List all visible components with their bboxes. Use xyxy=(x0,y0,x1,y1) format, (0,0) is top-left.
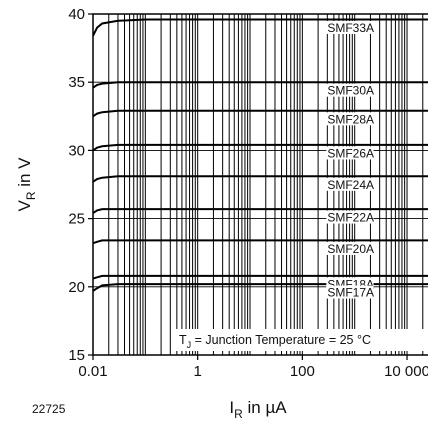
series-label-smf30a: SMF30A xyxy=(327,84,374,98)
annotation-background xyxy=(174,329,428,351)
series-label-background xyxy=(326,210,374,224)
annotation-sub: J xyxy=(187,340,192,350)
grid xyxy=(92,14,428,355)
series-label-smf20a: SMF20A xyxy=(327,242,374,256)
series-curve-smf30a xyxy=(92,81,428,89)
annotation-main: T xyxy=(179,333,187,347)
series-curve-smf24a xyxy=(92,175,428,183)
y-axis-label: VR in V xyxy=(15,157,38,212)
x-tick-label: 0.01 xyxy=(78,363,107,380)
series-curve-smf20a xyxy=(92,239,428,245)
temperature-annotation: TJ = Junction Temperature = 25 °C xyxy=(179,333,371,350)
x-tick-label: 10 000 xyxy=(384,363,428,380)
y-axis-label-rest: in V xyxy=(15,157,34,192)
series-label-smf24a: SMF24A xyxy=(327,178,374,192)
y-axis-label-main: V xyxy=(15,200,34,212)
plot-frame xyxy=(92,13,428,356)
x-axis-label-sub: R xyxy=(234,407,243,421)
series-label-background xyxy=(326,83,374,97)
series-label-background xyxy=(326,146,374,160)
x-tick-label: 1 xyxy=(194,363,202,380)
x-axis-label: IR in µA xyxy=(229,398,287,421)
series-label-smf17a: SMF17A xyxy=(327,286,374,300)
axis-ticks xyxy=(88,13,408,360)
series-curves xyxy=(92,18,428,292)
tick-labels: 0.01 1 100 10 000 15 20 25 30 35 40 xyxy=(68,6,428,380)
series-curve-smf33a xyxy=(92,18,428,37)
series-curve-smf17a xyxy=(92,283,428,292)
series-label-smf26a: SMF26A xyxy=(327,146,374,160)
series-label-smf28a: SMF28A xyxy=(327,112,374,126)
y-tick-label: 30 xyxy=(68,142,85,159)
y-tick-label: 35 xyxy=(68,74,85,91)
figure-id: 22725 xyxy=(32,402,66,416)
series-label-background xyxy=(326,112,374,126)
series-label-background xyxy=(326,241,374,255)
series-labels: SMF33A SMF30A SMF28A SMF26A SMF24A SMF22A SMF2… xyxy=(326,20,374,300)
x-axis-label-rest: in µA xyxy=(243,398,287,417)
series-curve-smf18a xyxy=(92,274,428,280)
series-curve-smf22a xyxy=(92,208,428,214)
series-label-background xyxy=(326,285,374,299)
series-label-smf22a: SMF22A xyxy=(327,211,374,225)
x-tick-label: 100 xyxy=(290,363,315,380)
y-tick-label: 20 xyxy=(68,279,85,296)
y-axis-label-sub: R xyxy=(24,191,38,200)
series-curve-smf28a xyxy=(92,109,428,118)
x-axis-label-main: I xyxy=(229,398,234,417)
y-tick-label: 40 xyxy=(68,6,85,23)
series-curve-smf26a xyxy=(92,143,428,152)
annotation-rest: = Junction Temperature = 25 °C xyxy=(191,333,371,347)
y-tick-label: 25 xyxy=(68,211,85,228)
series-label-smf33a: SMF33A xyxy=(327,21,374,35)
series-label-background xyxy=(326,177,374,191)
y-tick-label: 15 xyxy=(68,347,85,364)
series-label-background xyxy=(326,20,374,34)
